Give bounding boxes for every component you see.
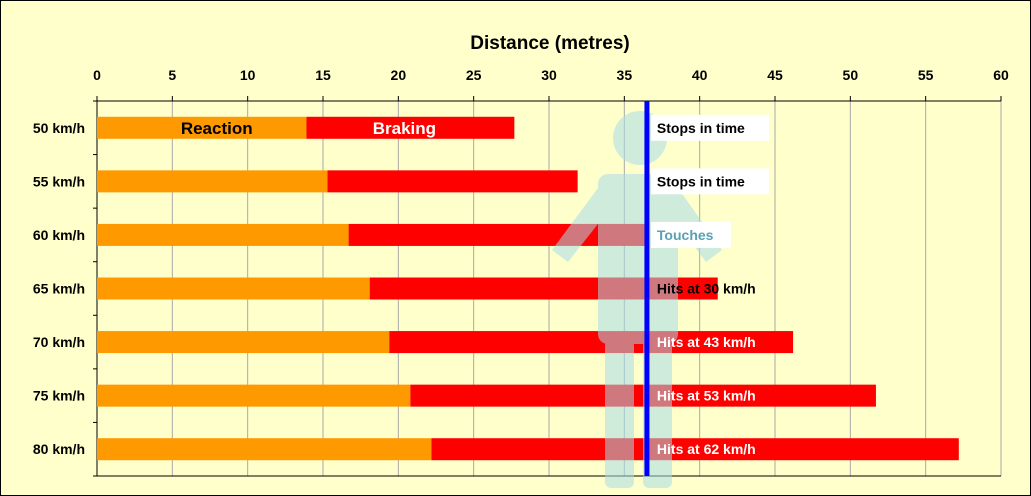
annotation-text: Hits at 43 km/h xyxy=(657,334,756,350)
tick-label-x: 5 xyxy=(168,67,176,83)
tick-label-x: 25 xyxy=(466,67,482,83)
braking-label: Braking xyxy=(373,119,436,138)
tick-label-x: 15 xyxy=(315,67,331,83)
reaction-bar xyxy=(97,170,328,193)
reaction-bar xyxy=(97,223,349,246)
braking-bar xyxy=(306,116,515,139)
reaction-bar xyxy=(97,116,307,139)
annotations: Stops in time Stops in time Touches Hits at… xyxy=(650,114,769,457)
tick-label-x: 55 xyxy=(918,67,934,83)
tick-label-x: 45 xyxy=(767,67,783,83)
chart-title: Distance (metres) xyxy=(470,33,629,54)
tick-label-x: 50 xyxy=(843,67,859,83)
tick-label-x: 35 xyxy=(617,67,633,83)
bars: Reaction Braking xyxy=(97,116,959,461)
category-label: 75 km/h xyxy=(33,388,85,404)
annotation-box xyxy=(650,114,769,141)
braking-bar xyxy=(327,170,578,193)
annotation-text: Stops in time xyxy=(657,120,745,136)
axes: 0 5 10 15 20 25 30 35 40 45 50 55 60 50 km/h 55 km/h 60… xyxy=(33,67,1009,477)
category-label: 50 km/h xyxy=(33,120,85,136)
tick-label-x: 0 xyxy=(93,67,101,83)
category-label: 70 km/h xyxy=(33,334,85,350)
annotation-text: Hits at 62 km/h xyxy=(657,441,756,457)
tick-label-x: 10 xyxy=(240,67,256,83)
tick-label-x: 30 xyxy=(541,67,557,83)
category-label: 55 km/h xyxy=(33,173,85,189)
annotation-text: Touches xyxy=(657,227,714,243)
category-label: 80 km/h xyxy=(33,441,85,457)
annotation-text: Hits at 30 km/h xyxy=(657,281,756,297)
reaction-bar xyxy=(97,331,390,354)
reaction-bar xyxy=(97,384,411,407)
annotation-text: Hits at 53 km/h xyxy=(657,388,756,404)
category-label: 65 km/h xyxy=(33,281,85,297)
reaction-label: Reaction xyxy=(181,119,253,138)
braking-bar xyxy=(431,438,959,461)
annotation-text: Stops in time xyxy=(657,173,745,189)
tick-label-x: 20 xyxy=(391,67,407,83)
reaction-bar xyxy=(97,277,370,300)
braking-bar xyxy=(389,331,794,354)
tick-label-x: 40 xyxy=(692,67,708,83)
category-label: 60 km/h xyxy=(33,227,85,243)
tick-label-x: 60 xyxy=(993,67,1009,83)
reaction-bar xyxy=(97,438,432,461)
annotation-box xyxy=(650,168,769,195)
annotation-box xyxy=(650,221,731,248)
